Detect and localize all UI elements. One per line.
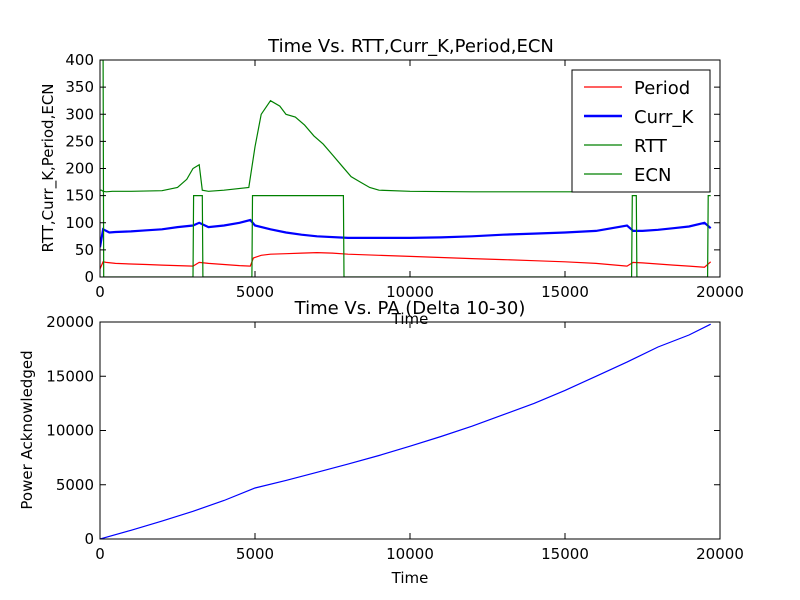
top-chart-legend: Period Curr_K RTT ECN [571,69,711,193]
x-tick-label: 20000 [696,545,744,563]
y-tick-label: 0 [84,268,94,286]
y-tick-label: 250 [65,132,94,150]
y-tick-label: 100 [65,214,94,232]
top-chart-y-axis-label: RTT,Curr_K,Period,ECN [39,83,58,252]
bottom-chart-title: Time Vs. PA (Delta 10-30) [294,298,526,319]
legend-label-curr-k: Curr_K [634,107,694,128]
legend-label-period: Period [634,78,690,99]
y-tick-label: 300 [65,105,94,123]
top-chart-title: Time Vs. RTT,Curr_K,Period,ECN [267,36,554,57]
bottom-chart: Time Vs. PA (Delta 10-30) 0 5000 10000 1500… [18,298,744,587]
bottom-chart-frame [99,321,721,540]
x-tick-label: 10000 [386,545,434,563]
x-tick-label: 10000 [386,283,434,301]
top-chart-x-ticks: 0 5000 10000 15000 20000 [95,60,744,301]
y-tick-label: 5000 [56,476,94,494]
x-tick-label: 15000 [541,545,589,563]
top-chart-y-ticks: 0 50 100 150 200 250 300 350 400 [65,51,720,286]
y-tick-label: 200 [65,160,94,178]
x-tick-label: 0 [95,545,105,563]
top-chart-x-axis-label: Time [391,310,429,328]
bottom-chart-x-axis-label: Time [391,569,429,587]
legend-label-rtt: RTT [634,136,668,157]
y-tick-label: 15000 [46,367,94,385]
series-line-period [100,251,712,270]
top-chart-plot-area [100,60,712,277]
bottom-chart-y-ticks: 0 5000 10000 15000 20000 [46,313,720,548]
y-tick-label: 50 [75,241,94,259]
y-tick-label: 400 [65,51,94,69]
x-tick-label: 5000 [236,545,274,563]
y-tick-label: 350 [65,78,94,96]
x-tick-label: 5000 [236,283,274,301]
bottom-chart-y-axis-label: Power Acknowledged [18,350,36,509]
series-line-series [100,323,711,539]
bottom-chart-x-ticks: 0 5000 10000 15000 20000 [95,322,744,563]
y-tick-label: 150 [65,187,94,205]
y-tick-label: 20000 [46,313,94,331]
x-tick-label: 20000 [696,283,744,301]
x-tick-label: 0 [95,283,105,301]
series-line-rtt [100,99,711,193]
series-line-curr-k [100,218,712,248]
y-tick-label: 0 [84,530,94,548]
x-tick-label: 15000 [541,283,589,301]
legend-box [571,69,711,193]
y-tick-label: 10000 [46,422,94,440]
legend-label-ecn: ECN [634,165,671,186]
bottom-chart-plot-area [100,323,711,539]
top-chart: Time Vs. RTT,Curr_K,Period,ECN 0 5000 1000… [39,36,744,328]
series-line-ecn [100,60,711,277]
